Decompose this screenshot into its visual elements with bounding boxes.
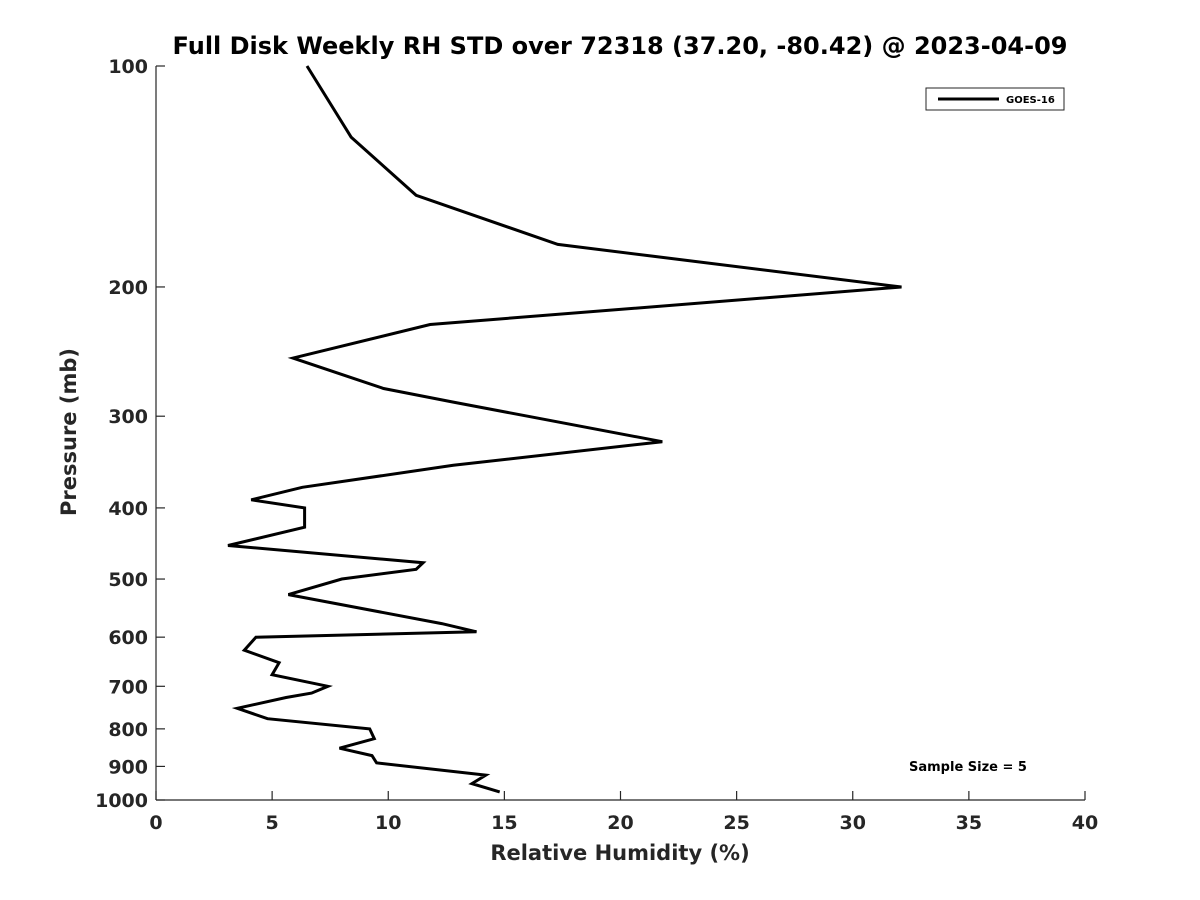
x-tick-label: 35: [956, 812, 982, 834]
legend: GOES-16: [925, 87, 1065, 111]
sample-size-annotation: Sample Size = 5: [909, 760, 1027, 775]
x-axis-ticks: 0 5 10 15 20 25 30 35 40: [149, 791, 1098, 834]
x-tick-label: 15: [491, 812, 517, 834]
x-tick-label: 10: [375, 812, 401, 834]
x-tick-label: 25: [723, 812, 749, 834]
y-axis-ticks: 100 200 300 400 500 600 700 800 900 1000: [95, 56, 165, 812]
y-axis-label: Pressure (mb): [57, 348, 81, 516]
y-tick-label: 900: [108, 756, 148, 778]
y-tick-label: 800: [108, 719, 148, 741]
x-tick-label: 30: [840, 812, 866, 834]
y-tick-label: 600: [108, 627, 148, 649]
legend-entry-goes-16: GOES-16: [1006, 95, 1055, 106]
y-tick-label: 300: [108, 406, 148, 428]
x-tick-label: 0: [149, 812, 162, 834]
series-line-goes-16: [227, 65, 902, 794]
series-layer: [227, 65, 902, 794]
y-tick-label: 500: [108, 569, 148, 591]
x-tick-label: 5: [266, 812, 279, 834]
x-axis-label: Relative Humidity (%): [490, 841, 749, 865]
y-tick-label: 100: [108, 56, 148, 78]
y-tick-label: 200: [108, 277, 148, 299]
chart-title: Full Disk Weekly RH STD over 72318 (37.2…: [173, 32, 1068, 60]
y-tick-label: 1000: [95, 790, 148, 812]
y-tick-label: 400: [108, 498, 148, 520]
y-tick-label: 700: [108, 676, 148, 698]
x-tick-label: 40: [1072, 812, 1098, 834]
x-tick-label: 20: [607, 812, 633, 834]
